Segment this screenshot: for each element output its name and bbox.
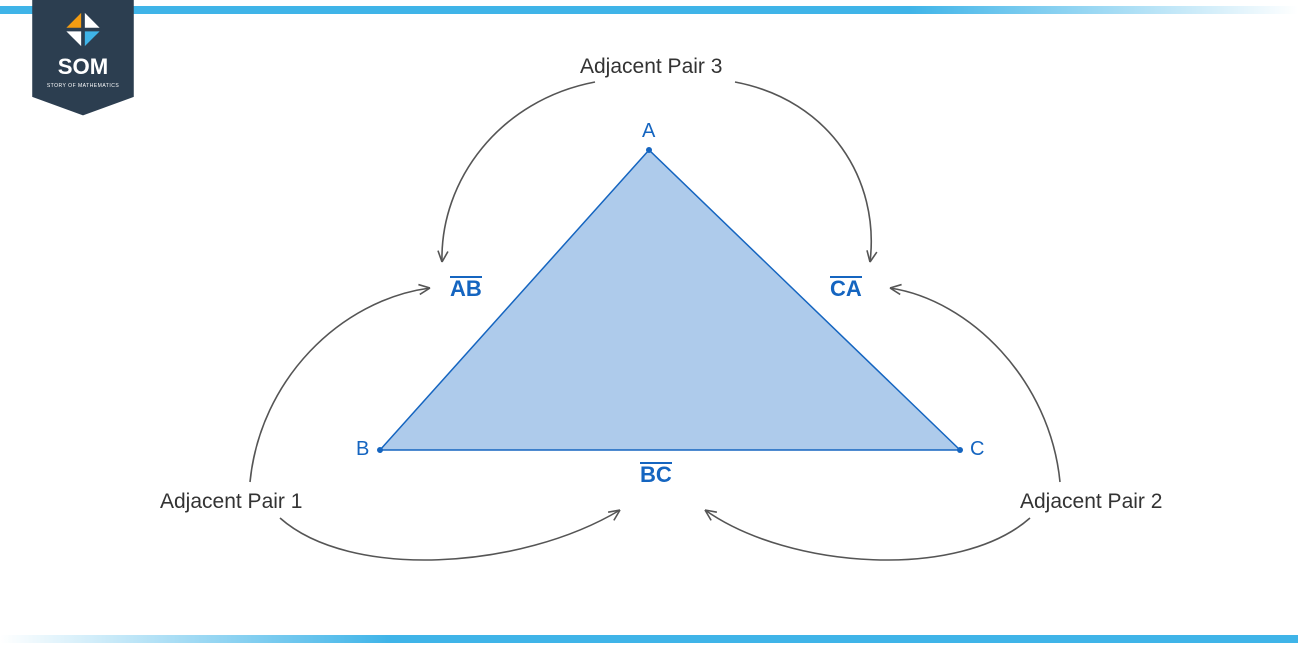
- side-ab-label: AB: [450, 276, 482, 302]
- side-ca-label: CA: [830, 276, 862, 302]
- vertex-b-dot: [377, 447, 383, 453]
- vertex-a-label: A: [642, 120, 655, 143]
- vertex-b-label: B: [356, 438, 369, 461]
- arrow-pair3-to-ca: [735, 82, 877, 263]
- arrow-pair3-to-ab: [437, 82, 595, 262]
- arrow-pair2-to-bc: [702, 506, 1030, 560]
- arrow-pair1-to-ab: [250, 283, 431, 482]
- annotation-pair-3: Adjacent Pair 3: [580, 55, 722, 79]
- vertex-c-dot: [957, 447, 963, 453]
- vertex-a-dot: [646, 147, 652, 153]
- triangle-diagram: [0, 0, 1298, 649]
- annotation-pair-1: Adjacent Pair 1: [160, 490, 302, 514]
- annotation-pair-2: Adjacent Pair 2: [1020, 490, 1162, 514]
- side-bc-label: BC: [640, 462, 672, 488]
- arrow-pair1-to-bc: [280, 506, 623, 560]
- vertex-c-label: C: [970, 438, 984, 461]
